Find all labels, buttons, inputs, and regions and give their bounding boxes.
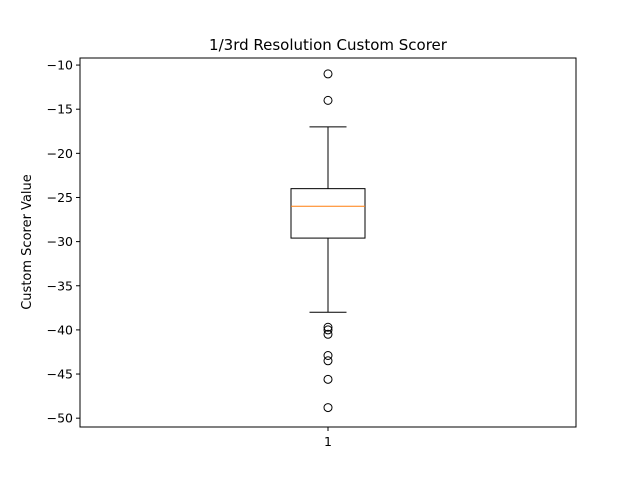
x-axis: 1 bbox=[324, 427, 332, 449]
outlier-point bbox=[323, 329, 333, 339]
outlier-point bbox=[323, 322, 333, 332]
y-tick-label: −20 bbox=[47, 146, 73, 161]
y-tick-label: −25 bbox=[47, 190, 73, 205]
y-tick-label: −30 bbox=[47, 234, 73, 249]
iqr-box bbox=[290, 188, 366, 239]
outlier-point bbox=[323, 95, 333, 105]
outlier-point bbox=[323, 374, 333, 384]
chart-title: 1/3rd Resolution Custom Scorer bbox=[209, 36, 448, 54]
outlier-point bbox=[323, 69, 333, 79]
outlier-point bbox=[323, 325, 333, 335]
y-axis: −10 −15 −20 −25 −30 −35 −40 −45 −50 bbox=[47, 58, 80, 426]
y-axis-label: Custom Scorer Value bbox=[20, 174, 35, 310]
plot-marks bbox=[290, 69, 366, 413]
outlier-point bbox=[323, 356, 333, 366]
y-tick-label: −50 bbox=[47, 411, 73, 426]
y-tick-label: −45 bbox=[47, 367, 73, 382]
y-tick-label: −35 bbox=[47, 278, 73, 293]
y-tick-label: −40 bbox=[47, 322, 73, 337]
outlier-point bbox=[323, 403, 333, 413]
y-tick-label: −15 bbox=[47, 102, 73, 117]
x-tick-label: 1 bbox=[324, 434, 332, 449]
y-tick-label: −10 bbox=[47, 58, 73, 73]
outlier-point bbox=[323, 350, 333, 360]
